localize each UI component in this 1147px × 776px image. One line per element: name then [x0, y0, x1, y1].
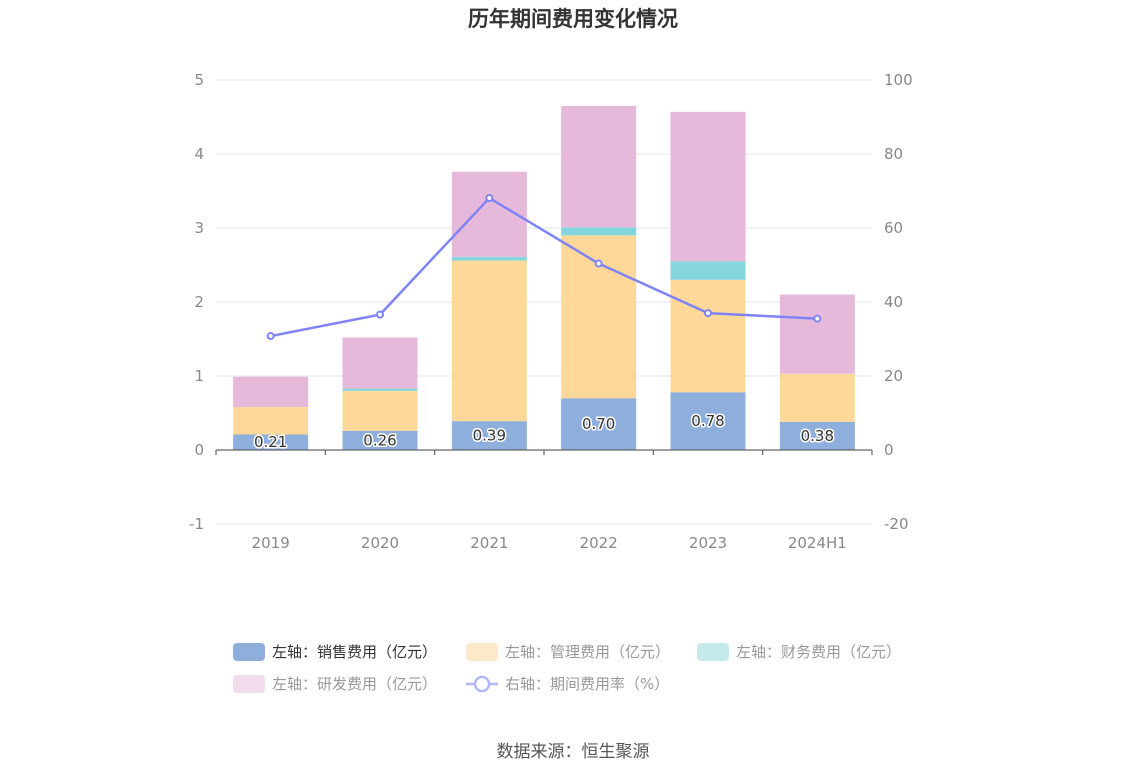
rate-point — [594, 259, 603, 268]
legend-item[interactable]: 左轴：研发费用（亿元） — [233, 675, 437, 693]
x-tick-label: 2024H1 — [788, 534, 847, 552]
legend-item[interactable]: 左轴：财务费用（亿元） — [697, 643, 901, 661]
data-label: 0.39 — [473, 427, 506, 445]
rate-line — [270, 196, 818, 338]
legend-label: 左轴：研发费用（亿元） — [272, 675, 437, 693]
right-tick-label: 20 — [884, 367, 903, 385]
data-label: 0.78 — [691, 412, 724, 430]
x-tick-label: 2023 — [689, 534, 727, 552]
legend-swatch — [697, 643, 729, 661]
bar-segment — [342, 430, 418, 450]
left-tick-label: 5 — [194, 71, 204, 89]
bar-segment — [779, 294, 855, 374]
data-source: 数据来源：恒生聚源 — [497, 742, 650, 762]
data-label: 0.70 — [582, 415, 615, 433]
data-label: 0.21 — [254, 433, 287, 451]
legend-item[interactable]: 左轴：管理费用（亿元） — [466, 643, 670, 661]
bar-segment — [779, 373, 855, 422]
left-tick-label: 4 — [194, 145, 204, 163]
left-tick-label: 2 — [194, 293, 204, 311]
x-tick-label: 2021 — [470, 534, 508, 552]
right-tick-label: 80 — [884, 145, 903, 163]
right-tick-label: 0 — [884, 441, 894, 459]
bar-segment — [342, 388, 418, 391]
rate-point — [704, 309, 712, 318]
legend-swatch — [466, 643, 498, 661]
legend-label: 左轴：财务费用（亿元） — [736, 643, 901, 661]
left-tick-label: 0 — [194, 441, 204, 459]
bar-segment — [670, 111, 746, 262]
bar-segment — [342, 337, 418, 389]
rate-point — [485, 194, 494, 203]
x-axis-ticks: 2019 2020 2021 2022 2023 2024H1 — [215, 450, 873, 552]
rate-point — [813, 314, 822, 323]
legend-label: 左轴：管理费用（亿元） — [505, 643, 670, 661]
left-tick-label: 1 — [194, 367, 204, 385]
right-tick-label: 100 — [884, 71, 913, 89]
x-tick-label: 2020 — [361, 534, 399, 552]
bar-segment — [233, 407, 309, 435]
legend-marker — [473, 675, 491, 693]
left-tick-label: -1 — [189, 515, 204, 533]
data-labels: 0.21 0.26 0.39 0.70 0.78 0.38 — [252, 411, 835, 453]
right-tick-label: 60 — [884, 219, 903, 237]
legend-label: 右轴：期间费用率（%） — [505, 675, 669, 693]
bar-segment — [233, 376, 309, 408]
left-axis-ticks: -1 0 1 2 3 4 5 — [189, 71, 204, 533]
legend-item[interactable]: 右轴：期间费用率（%） — [466, 675, 669, 693]
chart-title: 历年期间费用变化情况 — [468, 7, 678, 31]
bar-segment — [233, 434, 309, 450]
legend-item[interactable]: 左轴：销售费用（亿元） — [233, 643, 437, 661]
bar-segment — [670, 392, 746, 450]
bar-segment — [342, 390, 418, 431]
stacked-bars — [233, 105, 855, 450]
data-label: 0.26 — [363, 431, 396, 449]
bar-segment — [561, 398, 637, 450]
left-tick-label: 3 — [194, 219, 204, 237]
bar-segment — [670, 261, 746, 280]
right-tick-label: 40 — [884, 293, 903, 311]
right-axis-ticks: -20 0 20 40 60 80 100 — [884, 71, 913, 533]
x-tick-label: 2022 — [580, 534, 618, 552]
grid-lines — [216, 79, 872, 525]
bar-segment — [451, 256, 527, 261]
x-tick-label: 2019 — [252, 534, 290, 552]
legend-label: 左轴：销售费用（亿元） — [272, 643, 437, 661]
bar-segment — [670, 279, 746, 393]
data-label: 0.38 — [801, 427, 834, 445]
bar-segment — [561, 105, 637, 228]
bar-segment — [779, 421, 855, 450]
expense-rate-line — [266, 194, 822, 341]
legend-swatch — [233, 643, 265, 661]
legend[interactable]: 左轴：销售费用（亿元） 左轴：管理费用（亿元） 左轴：财务费用（亿元） 左轴：研发费用… — [233, 643, 901, 693]
bar-segment — [561, 227, 637, 236]
legend-swatch — [233, 675, 265, 693]
rate-point — [376, 310, 384, 319]
bar-segment — [451, 260, 527, 422]
rate-point — [266, 332, 275, 341]
right-tick-label: -20 — [884, 515, 909, 533]
bar-segment — [451, 421, 527, 450]
